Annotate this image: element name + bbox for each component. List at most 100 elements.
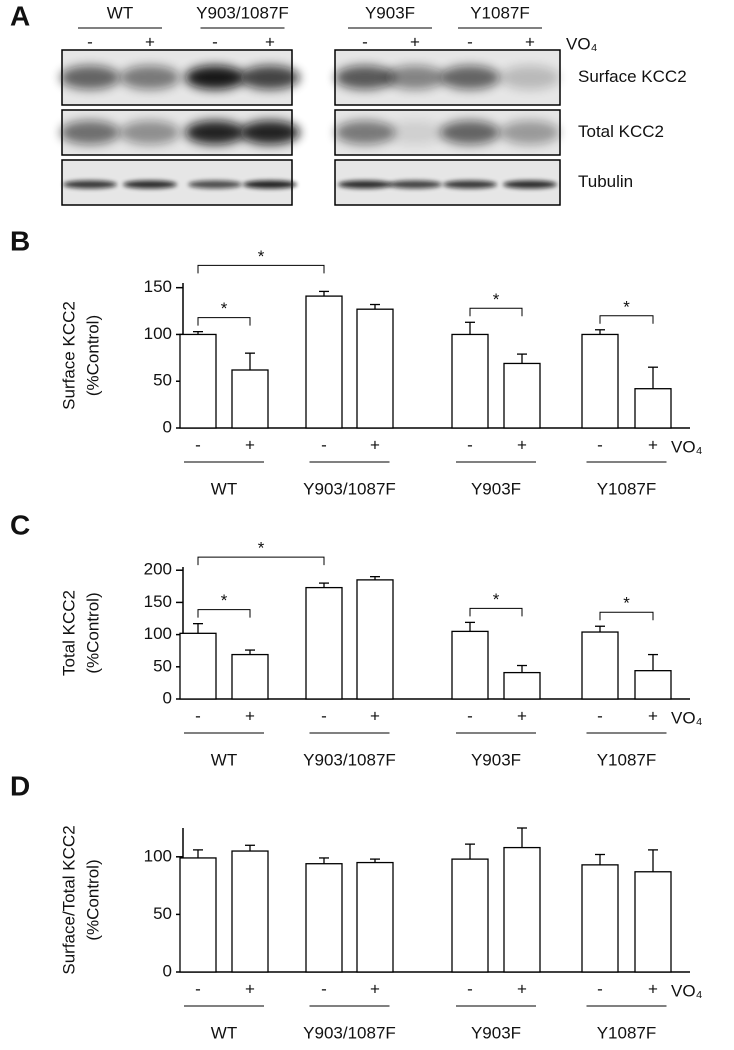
y-tick-label: 50 — [153, 371, 172, 390]
x-tick-label: - — [467, 435, 473, 454]
y-axis-label: (%Control) — [83, 315, 102, 396]
group-label: Y1087F — [470, 3, 530, 22]
error-bar — [465, 621, 475, 632]
bar — [451, 630, 489, 700]
error-bar — [517, 353, 527, 364]
x-tick-label: - — [321, 706, 327, 725]
blot-band — [60, 65, 120, 90]
treatment-label: VO₄ — [671, 708, 703, 727]
significance-bracket — [469, 607, 523, 617]
bar — [581, 333, 619, 429]
lane-label: + — [410, 32, 420, 51]
lane-label: - — [467, 32, 473, 51]
x-tick-label: + — [245, 435, 255, 454]
bar — [581, 864, 619, 973]
y-tick-label: 0 — [163, 688, 172, 707]
x-tick-label: - — [195, 706, 201, 725]
significance-bracket — [197, 264, 325, 274]
x-tick-label: - — [195, 979, 201, 998]
y-axis-label: Surface/Total KCC2 — [59, 825, 78, 974]
blot-band — [123, 180, 177, 189]
error-bar — [193, 623, 203, 634]
blot-band — [240, 65, 300, 90]
blot-band — [443, 180, 497, 189]
group-label: WT — [211, 750, 237, 769]
blot-band — [500, 120, 560, 145]
y-axis-label: Surface KCC2 — [59, 301, 78, 410]
blot-band — [500, 65, 560, 90]
significance-label: * — [493, 590, 500, 609]
bar — [451, 333, 489, 429]
row-label: Surface KCC2 — [578, 67, 687, 86]
panel-letter: B — [10, 225, 30, 256]
bar — [356, 861, 394, 973]
group-label: Y903F — [365, 3, 415, 22]
x-tick-label: - — [321, 979, 327, 998]
blot-band — [185, 65, 245, 90]
error-bar — [193, 849, 203, 858]
lane-label: - — [362, 32, 368, 51]
x-tick-label: - — [467, 706, 473, 725]
x-tick-label: - — [597, 979, 603, 998]
bar — [356, 579, 394, 700]
blot-band — [60, 120, 120, 145]
blot-band — [63, 180, 117, 189]
blot-band — [385, 65, 445, 90]
error-bar — [648, 366, 658, 389]
x-tick-label: + — [245, 706, 255, 725]
blot-band — [385, 120, 445, 145]
bar — [503, 846, 541, 973]
significance-label: * — [221, 591, 228, 610]
blot-band — [243, 180, 297, 189]
x-tick-label: - — [597, 435, 603, 454]
error-bar — [465, 843, 475, 860]
group-label: WT — [211, 479, 237, 498]
blot-band — [440, 65, 500, 90]
blot-band — [503, 180, 557, 189]
x-tick-label: + — [648, 435, 658, 454]
significance-label: * — [258, 247, 265, 266]
treatment-label: VO₄ — [671, 437, 703, 456]
significance-label: * — [623, 594, 630, 613]
error-bar — [245, 352, 255, 370]
significance-bracket — [469, 307, 523, 317]
panel-letter: D — [10, 770, 30, 801]
panel-letter: A — [10, 0, 30, 31]
y-tick-label: 150 — [144, 277, 172, 296]
blot-band — [185, 120, 245, 145]
significance-label: * — [623, 297, 630, 316]
lane-label: - — [87, 32, 93, 51]
bar — [305, 295, 343, 429]
blot-band — [188, 180, 242, 189]
significance-label: * — [258, 539, 265, 558]
error-bar — [193, 330, 203, 335]
x-tick-label: - — [321, 435, 327, 454]
error-bar — [370, 303, 380, 310]
treatment-label: VO₄ — [671, 981, 703, 1000]
group-label: Y903F — [471, 1023, 521, 1042]
x-tick-label: + — [517, 979, 527, 998]
bar — [305, 863, 343, 973]
y-tick-label: 100 — [144, 846, 172, 865]
x-tick-label: + — [370, 706, 380, 725]
y-tick-label: 100 — [144, 324, 172, 343]
group-label: WT — [211, 1023, 237, 1042]
treatment-label: VO₄ — [566, 34, 598, 53]
y-tick-label: 50 — [153, 904, 172, 923]
bar — [179, 333, 217, 429]
bar — [503, 671, 541, 700]
y-tick-label: 150 — [144, 592, 172, 611]
y-tick-label: 0 — [163, 417, 172, 436]
blot-band — [338, 180, 392, 189]
group-label: Y903/1087F — [196, 3, 289, 22]
x-tick-label: - — [467, 979, 473, 998]
bar — [634, 388, 672, 429]
group-label: Y903/1087F — [303, 750, 396, 769]
error-bar — [319, 857, 329, 864]
significance-label: * — [221, 299, 228, 318]
y-tick-label: 0 — [163, 961, 172, 980]
group-label: Y903F — [471, 750, 521, 769]
y-tick-label: 200 — [144, 560, 172, 579]
x-tick-label: + — [648, 706, 658, 725]
